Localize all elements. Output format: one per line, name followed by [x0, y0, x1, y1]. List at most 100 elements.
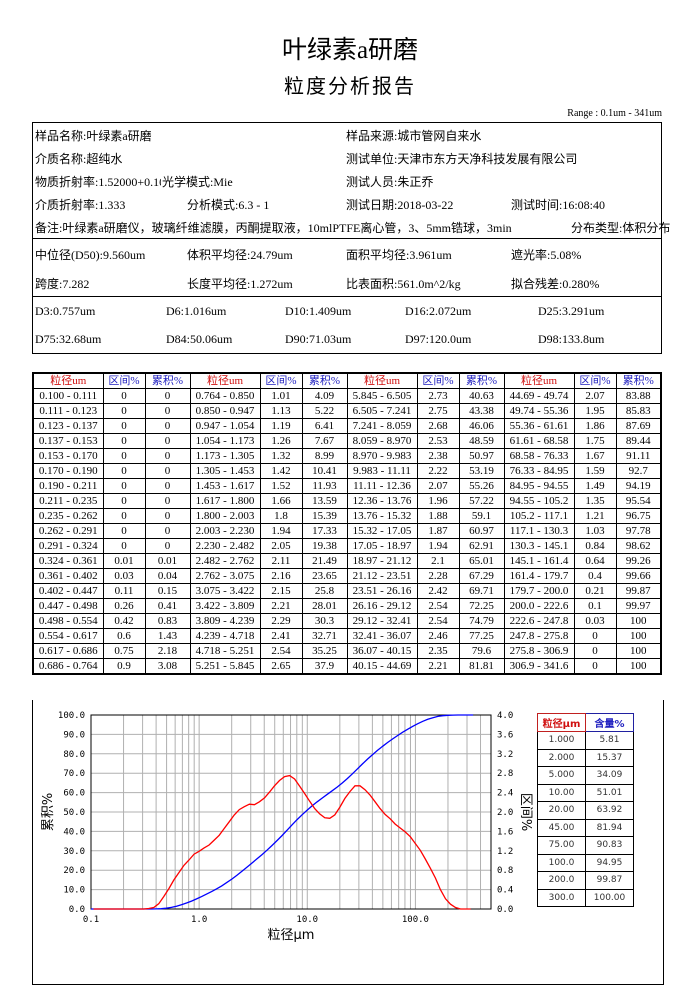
- interval-percent: 1.96: [416, 493, 460, 509]
- size-range: 18.97 - 21.12: [346, 553, 418, 569]
- cumulative-percent: 17.33: [301, 523, 348, 539]
- interval-percent: 2.54: [416, 613, 460, 629]
- interval-percent: 0: [102, 493, 146, 509]
- interval-percent: 1.66: [259, 493, 303, 509]
- interval-percent: 2.15: [259, 583, 303, 599]
- interval-percent: 1.42: [259, 463, 303, 479]
- y2-tick-label: 2.0: [497, 808, 513, 818]
- interval-percent: 0: [102, 478, 146, 494]
- size-range: 0.850 - 0.947: [189, 403, 261, 419]
- percentile-d6: D6:1.016um: [166, 304, 227, 318]
- interval-percent: 0: [573, 643, 617, 659]
- cumulative-percent: 0: [144, 403, 191, 419]
- interval-percent: 2.35: [416, 643, 460, 659]
- interval-percent: 0.1: [573, 598, 617, 614]
- percentile-d75: D75:32.68um: [35, 332, 102, 346]
- y-tick-label: 20.0: [63, 866, 85, 876]
- interval-percent: 1.94: [259, 523, 303, 539]
- interval-percent: 0: [102, 388, 146, 404]
- cumulative-percent: 0: [144, 463, 191, 479]
- analysis-mode: 分析模式:6.3 - 1: [187, 198, 270, 212]
- header-cumulative: 累积%: [301, 372, 348, 389]
- table-row: 0.190 - 0.211 0 0 1.453 - 1.617 1.52 11.93 11.…: [32, 478, 662, 494]
- y-tick-label: 60.0: [63, 789, 85, 799]
- cumulative-percent: 94.19: [615, 478, 662, 494]
- header-size: 粒径um: [32, 372, 104, 389]
- size-range: 3.809 - 4.239: [189, 613, 261, 629]
- interval-percent: 0.4: [573, 568, 617, 584]
- percentile-d90: D90:71.03um: [285, 332, 352, 346]
- y-tick-label: 100.0: [58, 711, 85, 721]
- summary-size: 10.00: [537, 783, 586, 802]
- length-mean-diameter: 长度平均径:1.272um: [187, 277, 293, 291]
- interval-percent: 2.07: [416, 478, 460, 494]
- cumulative-percent: 48.59: [458, 433, 505, 449]
- cumulative-percent: 95.54: [615, 493, 662, 509]
- percentile-d10: D10:1.409um: [285, 304, 352, 318]
- table-row: 0.291 - 0.324 0 0 2.230 - 2.482 2.05 19.38 17.…: [32, 538, 662, 554]
- interval-percent: 0.03: [102, 568, 146, 584]
- table-row: 0.100 - 0.111 0 0 0.764 - 0.850 1.01 4.09 5.84…: [32, 388, 662, 404]
- size-range: 55.36 - 61.61: [503, 418, 575, 434]
- table-row: 0.617 - 0.686 0.75 2.18 4.718 - 5.251 2.54 35…: [32, 643, 662, 659]
- cumulative-percent: 0.04: [144, 568, 191, 584]
- header-interval: 区间%: [259, 372, 303, 389]
- divider: [33, 238, 661, 239]
- summary-size: 20.00: [537, 801, 586, 820]
- size-range: 21.12 - 23.51: [346, 568, 418, 584]
- cumulative-percent: 15.39: [301, 508, 348, 524]
- summary-row: 10.00 51.01: [537, 783, 634, 802]
- percentile-d16: D16:2.072um: [405, 304, 472, 318]
- size-range: 222.6 - 247.8: [503, 613, 575, 629]
- table-row: 0.153 - 0.170 0 0 1.173 - 1.305 1.32 8.99 8.97…: [32, 448, 662, 464]
- y-axis-title: 累积%: [41, 793, 56, 831]
- size-range: 0.153 - 0.170: [32, 448, 104, 464]
- report-title: 叶绿素a研磨: [281, 37, 419, 64]
- cumulative-percent: 83.88: [615, 388, 662, 404]
- cumulative-percent: 99.26: [615, 553, 662, 569]
- interval-percent: 0: [573, 628, 617, 644]
- cumulative-percent: 10.41: [301, 463, 348, 479]
- summary-content: 34.09: [585, 766, 634, 785]
- summary-content: 99.87: [585, 871, 634, 890]
- summary-content: 100.00: [585, 888, 634, 907]
- size-range: 0.123 - 0.137: [32, 418, 104, 434]
- interval-percent: 1.8: [259, 508, 303, 524]
- summary-size: 100.0: [537, 853, 586, 872]
- cumulative-percent: 25.8: [301, 583, 348, 599]
- fit-residual: 拟合残差:0.280%: [511, 277, 600, 291]
- size-range: 8.970 - 9.983: [346, 448, 418, 464]
- summary-content: 5.81: [585, 731, 634, 750]
- y2-tick-label: 0.0: [497, 905, 513, 915]
- sample-name: 样品名称:叶绿素a研磨: [35, 129, 152, 143]
- summary-row: 100.0 94.95: [537, 853, 634, 872]
- interval-percent: 2.68: [416, 418, 460, 434]
- cumulative-percent: 37.9: [301, 658, 348, 675]
- size-range: 7.241 - 8.059: [346, 418, 418, 434]
- y2-tick-label: 2.8: [497, 769, 513, 779]
- table-row: 0.686 - 0.764 0.9 3.08 5.251 - 5.845 2.65 37.…: [32, 658, 662, 675]
- cumulative-percent: 0.83: [144, 613, 191, 629]
- percentile-d25: D25:3.291um: [538, 304, 605, 318]
- size-range: 3.075 - 3.422: [189, 583, 261, 599]
- size-range: 4.239 - 4.718: [189, 628, 261, 644]
- remark: 备注:叶绿素a研磨仪，玻璃纤维滤膜，丙酮提取液，10mlPTFE离心管，3、5m…: [35, 221, 512, 235]
- cumulative-percent: 0.01: [144, 553, 191, 569]
- cumulative-percent: 46.06: [458, 418, 505, 434]
- size-range: 0.170 - 0.190: [32, 463, 104, 479]
- interval-percent: 2.54: [259, 643, 303, 659]
- summary-row: 1.000 5.81: [537, 731, 634, 750]
- size-range: 5.845 - 6.505: [346, 388, 418, 404]
- interval-percent: 2.21: [259, 598, 303, 614]
- cumulative-percent: 43.38: [458, 403, 505, 419]
- size-range: 145.1 - 161.4: [503, 553, 575, 569]
- optical-mode: 光学模式:Mie: [162, 175, 233, 189]
- table-row: 0.123 - 0.137 0 0 0.947 - 1.054 1.19 6.41 7.24…: [32, 418, 662, 434]
- cumulative-percent: 0: [144, 523, 191, 539]
- material-refractive-index: 物质折射率:1.52000+0.10000i: [35, 175, 161, 189]
- cumulative-percent: 100: [615, 628, 662, 644]
- cumulative-percent: 6.41: [301, 418, 348, 434]
- cumulative-percent: 60.97: [458, 523, 505, 539]
- size-range: 0.262 - 0.291: [32, 523, 104, 539]
- interval-percent: 2.29: [259, 613, 303, 629]
